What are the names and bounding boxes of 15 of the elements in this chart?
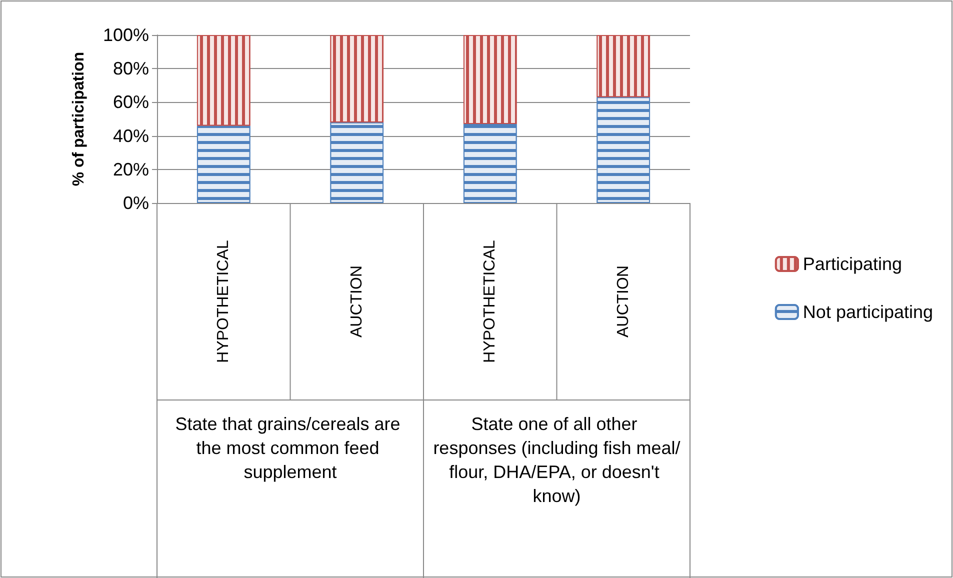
y-tick-label: 0% [122, 193, 149, 213]
y-tick-label: 40% [112, 126, 149, 146]
text: State one of all other responses (including fish meal/flour, DHA/EPA, or doesn't know) [433, 414, 680, 506]
x-tick-label: HYPOTHETICAL [482, 240, 499, 363]
y-tick-label: 20% [112, 159, 149, 180]
y-tick-label: 80% [112, 58, 149, 79]
x-tick-label: AUCTION [614, 266, 632, 338]
y-axis-title: % of participation [70, 52, 88, 186]
legend-label: Not participating [802, 302, 934, 322]
x-tick-label: AUCTION [348, 266, 366, 338]
y-tick-label: 100% [102, 25, 149, 45]
x-tick-label: HYPOTHETICAL [215, 240, 232, 363]
y-tick-label: 60% [112, 92, 149, 112]
text: State that grains/cereals are the most common feed supplement [175, 414, 406, 482]
legend-label: Participating [802, 254, 902, 274]
